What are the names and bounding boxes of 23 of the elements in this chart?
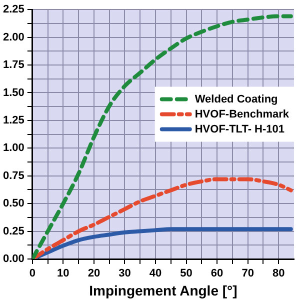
y-tick-label: 1.50: [2, 86, 24, 99]
x-tick-label: 20: [88, 268, 100, 280]
y-tick-label: 2.00: [2, 31, 24, 44]
x-tick-label: 60: [210, 268, 224, 280]
x-axis-title: Impingement Angle [°]: [89, 282, 238, 298]
x-tick-label: 80: [272, 268, 285, 280]
y-tick-label: 0.00: [2, 253, 24, 266]
x-tick-label: 0: [29, 268, 36, 280]
x-tick-label: 70: [242, 268, 254, 280]
y-tick-label: 1.00: [2, 142, 24, 154]
x-tick-label: 30: [118, 268, 131, 280]
y-tick-label: 2.25: [2, 4, 24, 16]
y-tick-label: 0.75: [2, 170, 24, 182]
legend-label: HVOF-TLT- H-101: [194, 123, 285, 136]
y-tick-label: 0.50: [2, 198, 24, 210]
y-tick-label: 0.25: [2, 225, 24, 238]
x-tick-label: 40: [149, 268, 162, 280]
legend-label: Welded Coating: [194, 93, 278, 106]
x-tick-label: 10: [57, 268, 70, 280]
legend-label: HVOF-Benchmark: [194, 108, 290, 120]
y-tick-label: 1.25: [2, 114, 24, 126]
y-tick-label: 1.75: [2, 59, 24, 72]
x-tick-label: 50: [180, 268, 192, 280]
